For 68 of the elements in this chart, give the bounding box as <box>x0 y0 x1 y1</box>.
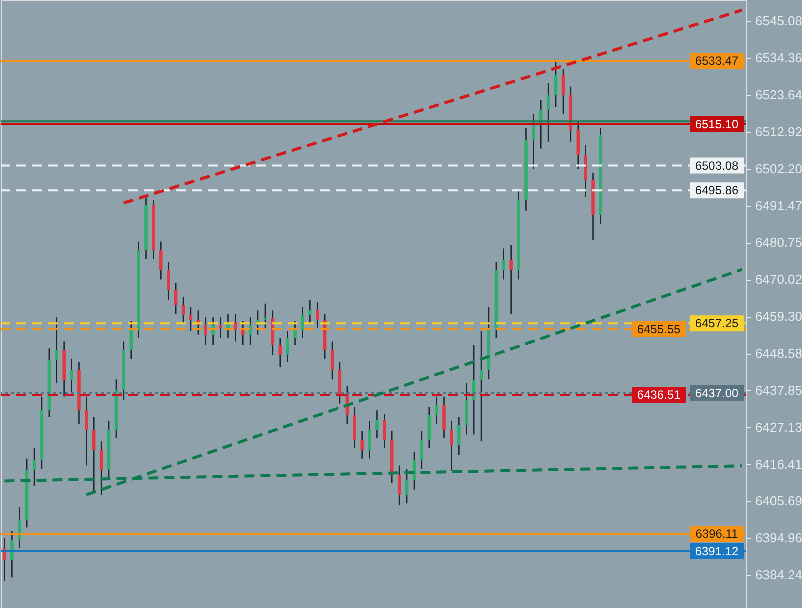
candlestick <box>294 320 297 346</box>
candlestick <box>398 465 402 506</box>
candlestick <box>70 358 74 394</box>
candlestick <box>308 300 312 326</box>
candlestick <box>420 430 424 470</box>
candlestick <box>510 244 513 315</box>
candlestick <box>92 416 96 494</box>
candlestick <box>85 396 88 466</box>
y-tick-label: 6384.24 <box>756 568 802 583</box>
candlestick <box>360 430 364 460</box>
candlestick <box>301 306 304 339</box>
candlestick <box>532 114 536 170</box>
y-tick-label: 6491.47 <box>756 198 802 214</box>
candlestick <box>55 316 59 384</box>
y-tick-label: 6459.30 <box>756 309 802 324</box>
candlestick <box>100 440 104 496</box>
y-tick-label: 6534.36 <box>756 50 802 66</box>
candlestick <box>130 320 134 360</box>
y-tick-label: 6394.96 <box>756 530 802 546</box>
y-tick-label: 6427.13 <box>756 420 802 435</box>
candlestick <box>330 341 334 380</box>
candlestick <box>160 241 163 280</box>
ref-line-label: 6396.11 <box>696 527 739 542</box>
candlestick <box>554 59 558 108</box>
y-tick-label: 6502.20 <box>756 161 802 176</box>
ref-line-label: 6391.12 <box>695 544 740 558</box>
ref-line-label: 6503.08 <box>695 158 740 173</box>
candlestick <box>405 468 409 504</box>
candlestick <box>189 306 193 332</box>
candlestick <box>18 506 22 550</box>
candlestick <box>241 320 245 346</box>
candlestick <box>458 416 461 456</box>
y-tick-label: 6545.08 <box>756 14 802 29</box>
candlestick <box>32 448 36 488</box>
candlestick <box>435 396 438 426</box>
y-tick-label: 6512.92 <box>756 124 802 140</box>
candlestick <box>480 330 484 442</box>
candlestick <box>10 530 14 578</box>
ref-line-label: 6437.00 <box>695 386 740 400</box>
candlestick <box>182 296 186 326</box>
candlestick <box>278 338 282 368</box>
y-tick-label: 6416.41 <box>756 456 802 472</box>
candlestick <box>546 82 550 143</box>
candlestick <box>450 420 454 472</box>
candlestick <box>286 330 290 364</box>
candlestick <box>562 68 566 116</box>
ref-line-label: 6495.86 <box>695 184 740 198</box>
candlestick <box>204 316 208 346</box>
candlestick <box>383 413 386 450</box>
ref-line-label: 6515.10 <box>695 117 740 132</box>
y-tick-label: 6437.85 <box>756 382 802 398</box>
ref-line-label: 6533.47 <box>695 54 740 68</box>
ref-line-label: 6436.51 <box>637 388 682 402</box>
y-tick-label: 6523.64 <box>756 87 802 102</box>
ref-line-label: 6457.25 <box>695 316 740 331</box>
y-tick-label: 6480.75 <box>756 235 802 250</box>
candlestick <box>502 248 506 280</box>
y-tick-label: 6448.58 <box>756 346 802 361</box>
candlestick <box>166 262 170 302</box>
candlestick <box>219 316 222 339</box>
candlestick <box>368 420 372 460</box>
ref-line-label: 6455.55 <box>637 322 682 336</box>
candlestick <box>316 301 320 329</box>
candlestick <box>376 410 379 439</box>
candlestick <box>234 314 238 342</box>
y-tick-label: 6405.69 <box>756 494 802 509</box>
candlestick <box>174 282 178 315</box>
y-tick-label: 6470.02 <box>756 272 802 288</box>
